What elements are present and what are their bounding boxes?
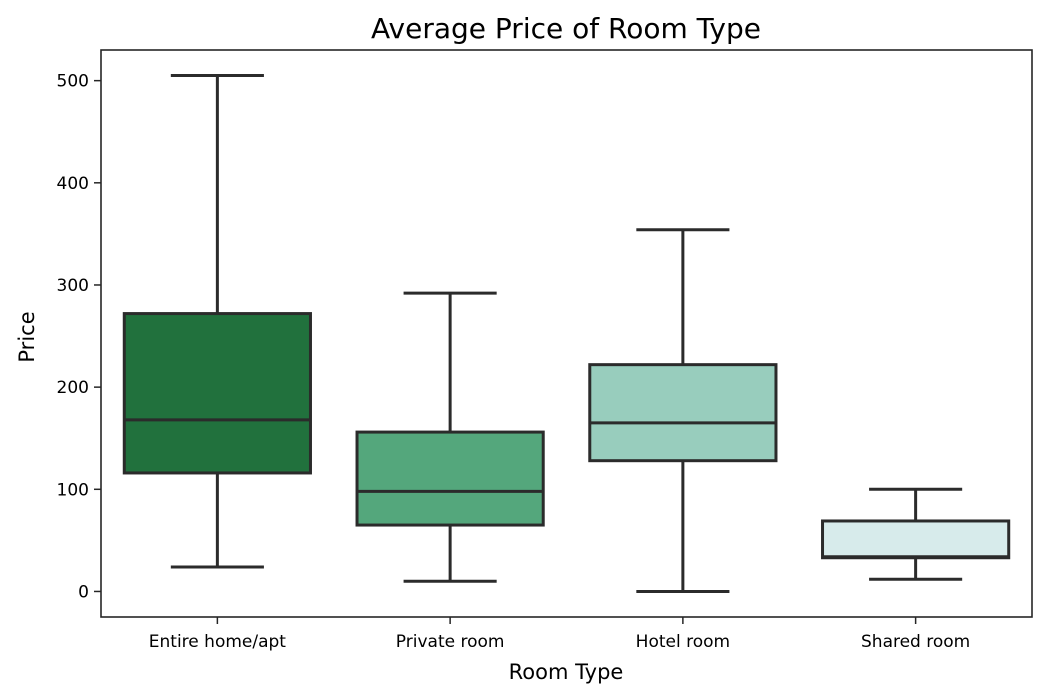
- y-tick-label: 100: [57, 480, 89, 500]
- chart-title: Average Price of Room Type: [371, 12, 761, 45]
- box-group: [588, 228, 778, 593]
- y-axis: 0 100 200 300 400 500: [57, 72, 101, 602]
- y-tick-label: 0: [78, 582, 89, 602]
- y-axis-label: Price: [15, 311, 39, 362]
- plot-frame: [100, 49, 1033, 618]
- iqr-box: [588, 363, 778, 463]
- iqr-box: [821, 519, 1011, 560]
- box-group: [821, 487, 1011, 581]
- box-group: [355, 291, 545, 583]
- plot-area: [122, 74, 1011, 593]
- x-axis-label: Room Type: [509, 660, 624, 684]
- y-tick-label: 300: [57, 276, 89, 296]
- x-tick-label: Shared room: [861, 632, 970, 652]
- x-tick-label: Private room: [396, 632, 505, 652]
- iqr-box: [122, 312, 312, 475]
- iqr-box: [355, 430, 545, 527]
- y-tick-label: 500: [57, 72, 89, 92]
- x-axis: Entire home/apt Private room Hotel room Sha…: [149, 617, 970, 652]
- x-tick-label: Entire home/apt: [149, 632, 287, 652]
- x-tick-label: Hotel room: [636, 632, 730, 652]
- box-group: [122, 74, 312, 569]
- y-tick-label: 400: [57, 174, 89, 194]
- y-tick-label: 200: [57, 378, 89, 398]
